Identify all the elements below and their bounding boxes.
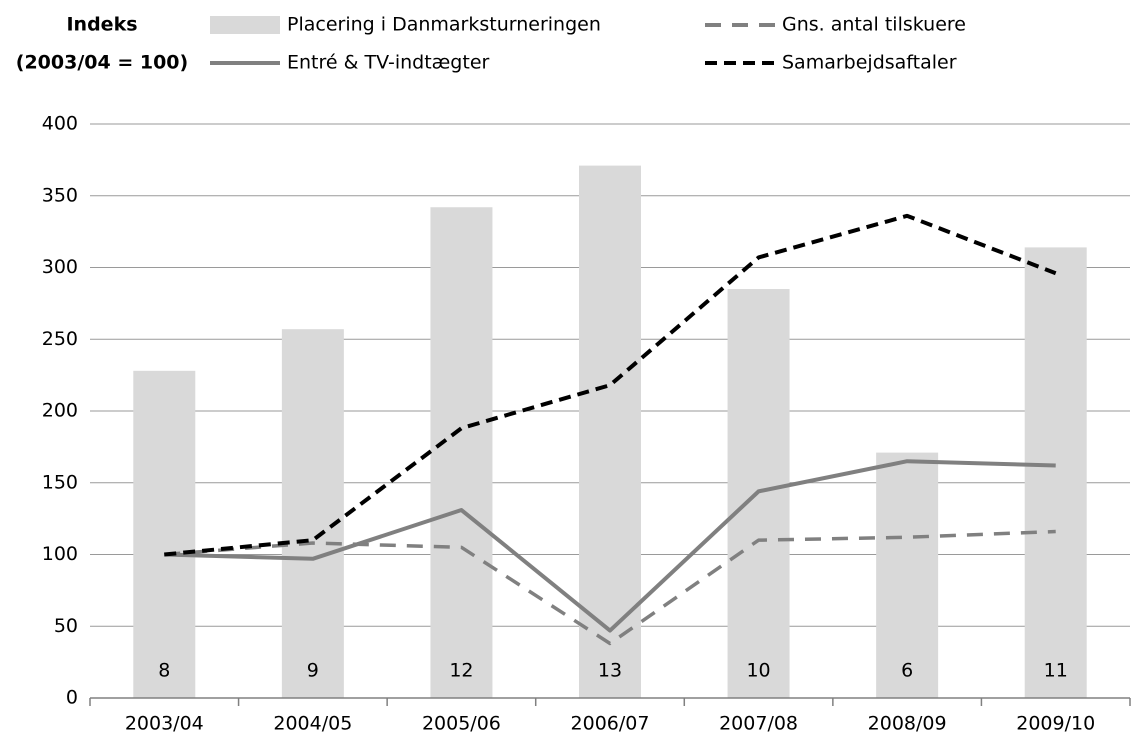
y-axis-label: (2003/04 = 100) <box>16 52 188 74</box>
bar <box>281 329 344 698</box>
y-axis-label: Indeks <box>66 14 137 36</box>
x-tick-label: 2005/06 <box>422 713 501 735</box>
y-tick-label: 150 <box>42 471 78 493</box>
x-tick-label: 2008/09 <box>868 713 947 735</box>
y-tick-label: 50 <box>54 615 78 637</box>
y-tick-label: 250 <box>42 328 78 350</box>
bar-label: 11 <box>1044 660 1068 682</box>
line-series <box>164 459 1056 633</box>
y-tick-label: 100 <box>42 543 78 565</box>
legend-label: Gns. antal tilskuere <box>782 14 966 36</box>
legend-label: Entré & TV-indtægter <box>287 52 490 74</box>
bar-label: 10 <box>746 660 770 682</box>
bar-label: 6 <box>901 660 913 682</box>
x-tick-label: 2009/10 <box>1016 713 1095 735</box>
bar <box>1024 247 1087 698</box>
bar <box>579 165 641 699</box>
y-tick-label: 200 <box>42 400 78 422</box>
bar-label: 13 <box>598 660 622 682</box>
legend-label: Samarbejdsaftaler <box>782 52 957 74</box>
line-series <box>164 213 1057 557</box>
bar <box>430 207 493 699</box>
bar-label: 9 <box>307 660 319 682</box>
line-series <box>164 529 1056 646</box>
y-tick-label: 350 <box>42 184 78 206</box>
legend-label: Placering i Danmarksturneringen <box>287 14 601 36</box>
y-tick-label: 0 <box>66 687 78 709</box>
bar <box>876 452 939 698</box>
bar-label: 12 <box>449 660 473 682</box>
y-tick-label: 400 <box>42 113 78 135</box>
legend-swatch <box>210 16 280 34</box>
y-tick-label: 300 <box>42 256 78 278</box>
x-tick-label: 2003/04 <box>125 713 204 735</box>
bar-label: 8 <box>158 660 170 682</box>
x-tick-label: 2006/07 <box>571 713 650 735</box>
x-tick-label: 2004/05 <box>273 713 352 735</box>
bar <box>133 370 196 698</box>
x-tick-label: 2007/08 <box>719 713 798 735</box>
